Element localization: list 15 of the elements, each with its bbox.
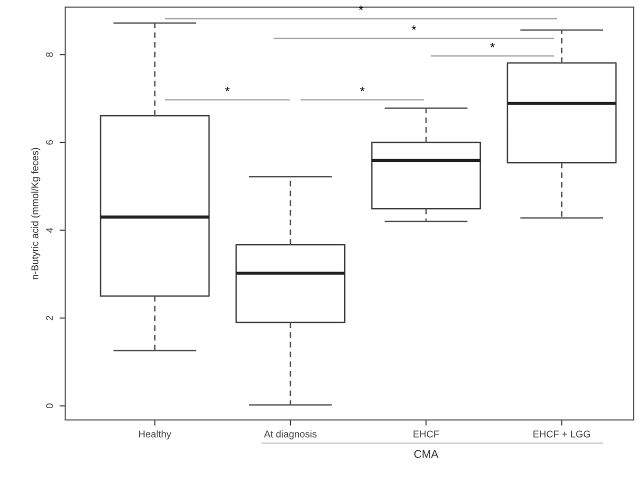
annotation: * bbox=[490, 43, 495, 48]
y-tick-label: 6 bbox=[46, 140, 53, 145]
x-axis-title: CMA bbox=[414, 450, 438, 458]
y-tick-label: 0 bbox=[46, 404, 53, 408]
y-axis-title: n-Butyric acid (mmol/Kg feces) bbox=[31, 148, 40, 280]
x-tick-label: At diagnosis bbox=[264, 430, 317, 440]
y-tick-label: 4 bbox=[46, 228, 53, 233]
x-tick-label: EHCF + LGG bbox=[533, 430, 590, 438]
annotation: * bbox=[360, 86, 365, 92]
annotation: * bbox=[412, 25, 416, 30]
x-tick-label: EHCF bbox=[414, 430, 439, 438]
y-tick-label: 8 bbox=[46, 52, 53, 57]
annotation: * bbox=[225, 86, 230, 92]
x-tick-label: Healthy bbox=[139, 430, 172, 440]
y-tick-label: 2 bbox=[46, 316, 53, 320]
